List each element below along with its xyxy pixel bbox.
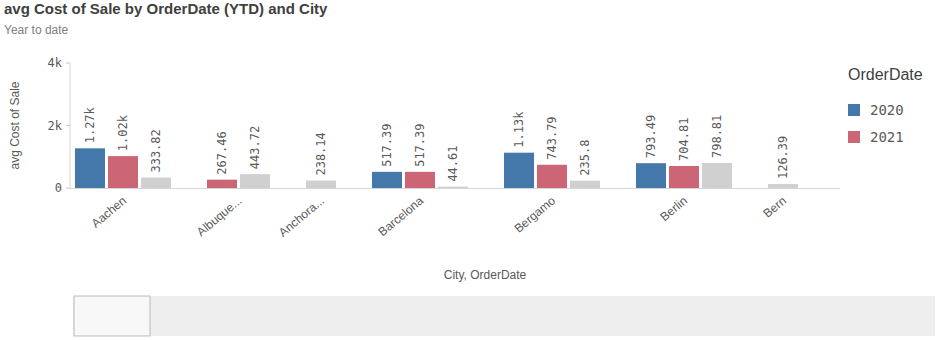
data-label: 267.46: [215, 131, 229, 174]
data-label: 443.72: [248, 126, 262, 169]
scrollbar-thumb[interactable]: [74, 296, 150, 336]
legend-label[interactable]: 2021: [870, 129, 904, 145]
legend-swatch: [848, 131, 860, 143]
data-label: 798.81: [710, 115, 724, 158]
bar[interactable]: [141, 178, 171, 188]
data-label: 1.13k: [512, 111, 526, 148]
bar[interactable]: [405, 172, 435, 188]
data-label: 235.8: [578, 140, 592, 176]
x-tick-label: Berlin: [657, 194, 690, 224]
x-tick-label: Barcelona: [376, 193, 427, 239]
data-label: 238.14: [314, 132, 328, 175]
x-tick-label: Bern: [761, 194, 789, 221]
chart: avg Cost of Sale by OrderDate (YTD) and …: [0, 0, 940, 340]
bar[interactable]: [702, 163, 732, 188]
y-tick-label: 2k: [48, 119, 63, 133]
x-axis-title: City, OrderDate: [444, 268, 527, 282]
y-axis-title: avg Cost of Sale: [8, 81, 22, 169]
y-tick: [66, 125, 70, 126]
data-label: 517.39: [413, 123, 427, 166]
bar[interactable]: [537, 165, 567, 188]
x-tick-label: Anchora...: [276, 194, 327, 240]
bar[interactable]: [75, 148, 105, 188]
bar[interactable]: [306, 181, 336, 188]
bar[interactable]: [240, 174, 270, 188]
data-label: 333.82: [149, 129, 163, 172]
bar[interactable]: [768, 184, 798, 188]
title: avg Cost of Sale by OrderDate (YTD) and …: [4, 0, 328, 17]
subtitle: Year to date: [4, 23, 69, 37]
data-label: 793.49: [644, 115, 658, 158]
data-labels: 1.27k 1.02k 333.82 267.46 443.72 238.14 517.39…: [83, 106, 790, 181]
y-tick: [66, 63, 70, 64]
data-label: 517.39: [380, 123, 394, 166]
data-label: 44.61: [446, 145, 460, 181]
bar[interactable]: [108, 156, 138, 188]
data-label: 1.27k: [83, 106, 97, 143]
x-tick-label: Aachen: [89, 194, 129, 231]
y-tick: [66, 188, 70, 189]
legend-swatch: [848, 104, 860, 116]
y-tick-label: 0: [55, 181, 62, 195]
bar[interactable]: [570, 181, 600, 188]
bar[interactable]: [669, 166, 699, 188]
bar[interactable]: [438, 187, 468, 188]
x-tick-label: Albuque...: [194, 194, 244, 239]
bar[interactable]: [636, 163, 666, 188]
data-label: 743.79: [545, 116, 559, 159]
legend-label[interactable]: 2020: [870, 102, 904, 118]
data-label: 1.02k: [116, 114, 130, 151]
x-tick-label: Bergamo: [512, 193, 559, 235]
y-axis-line: [70, 63, 71, 188]
legend-title: OrderDate: [848, 66, 923, 83]
x-axis-line: [70, 188, 840, 189]
data-label: 704.81: [677, 118, 691, 161]
y-tick-label: 4k: [48, 56, 63, 70]
scrollbar-track[interactable]: [73, 296, 935, 336]
bar[interactable]: [504, 153, 534, 188]
data-label: 126.39: [776, 136, 790, 179]
bar[interactable]: [207, 180, 237, 188]
bar[interactable]: [372, 172, 402, 188]
